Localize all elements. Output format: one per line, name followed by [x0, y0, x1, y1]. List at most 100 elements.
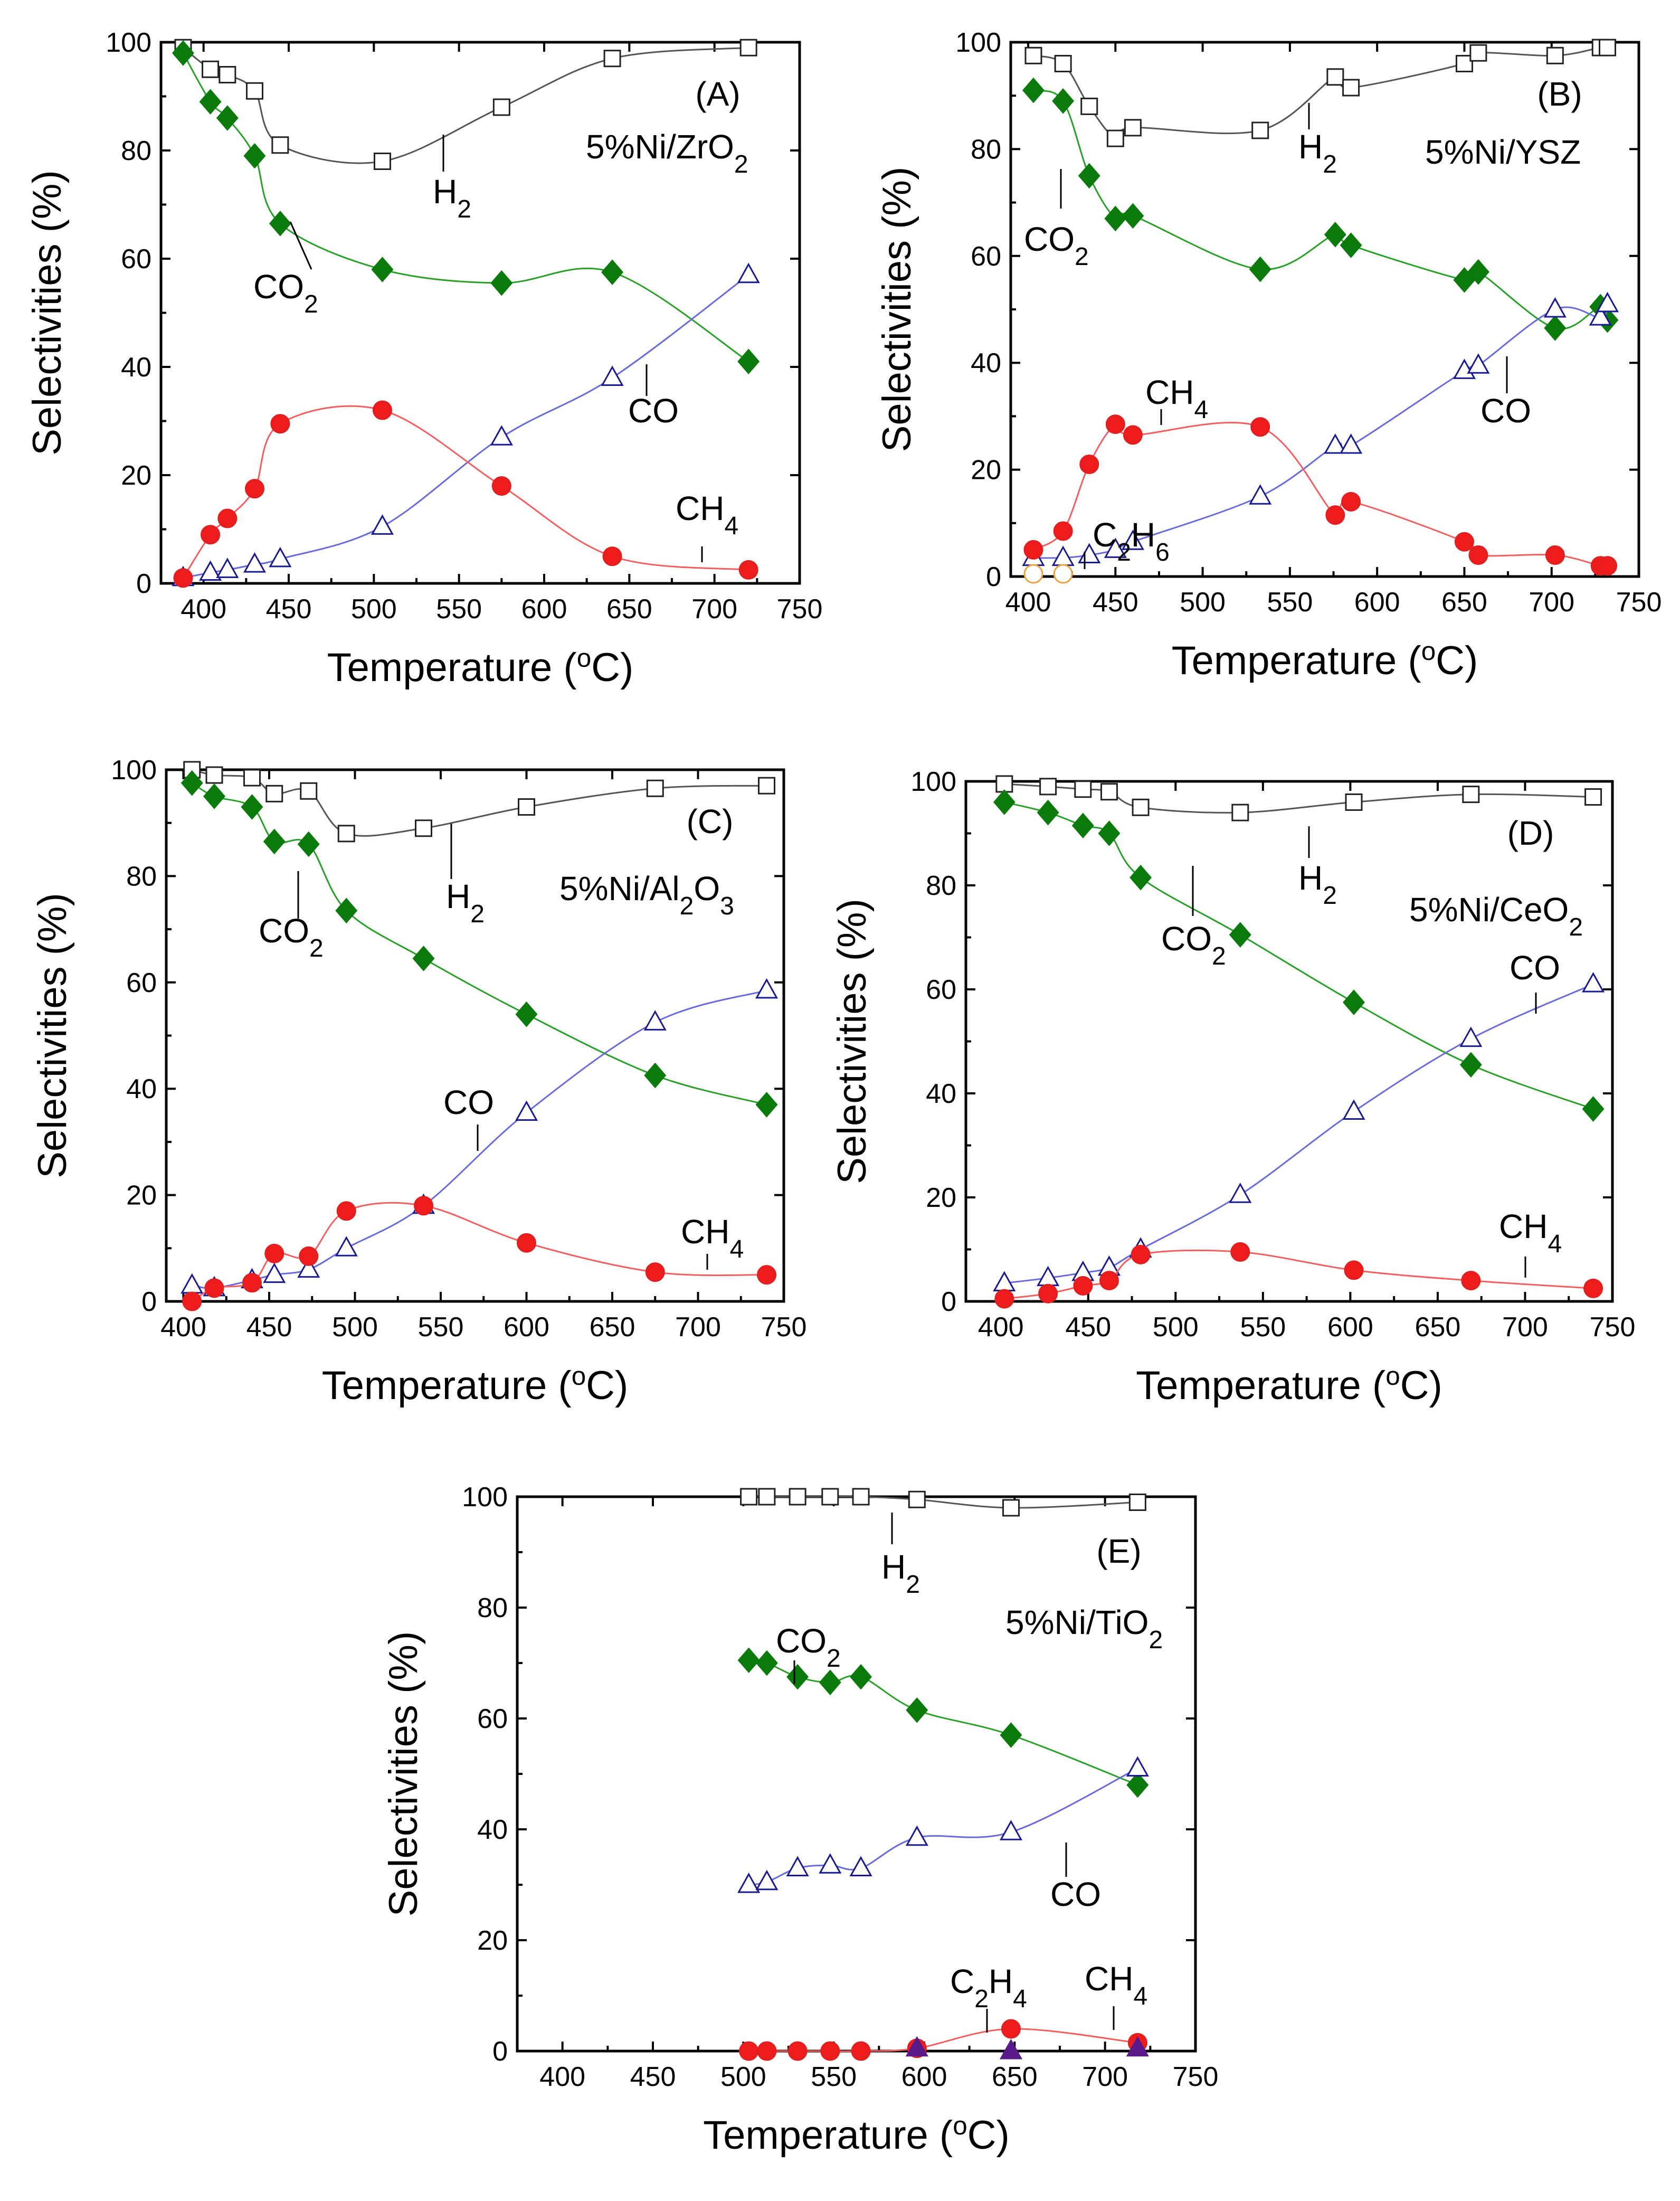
data-point-ch4 — [1105, 414, 1125, 434]
data-point-h2 — [821, 1488, 839, 1506]
x-tick-label: 600 — [521, 594, 567, 625]
data-point-h2 — [1584, 788, 1602, 806]
data-point-co — [515, 1100, 538, 1121]
catalyst-label: 5%Ni/YSZ — [1425, 133, 1581, 171]
data-point-ch4 — [201, 525, 221, 545]
data-point-co2 — [1022, 77, 1045, 103]
data-point-co2 — [216, 105, 239, 131]
series-label-c2h6: C2H6 — [1093, 516, 1170, 566]
series-label-h2: H2 — [1298, 859, 1337, 910]
series-line-ch4 — [182, 405, 749, 579]
x-tick-label: 600 — [1327, 1312, 1373, 1343]
data-point-co — [490, 425, 513, 446]
data-point-c2h4 — [1126, 2036, 1149, 2057]
y-tick-label: 20 — [121, 460, 151, 491]
y-tick-label: 60 — [926, 975, 956, 1005]
data-point-co — [849, 1856, 872, 1876]
data-point-h2 — [740, 1488, 758, 1506]
x-tick-label: 650 — [992, 2062, 1038, 2092]
data-point-co2 — [1037, 799, 1059, 826]
series-ch4 — [1023, 414, 1617, 576]
y-tick-label: 20 — [126, 1180, 157, 1211]
data-point-ch4 — [244, 479, 264, 499]
series-line-h2 — [192, 769, 767, 837]
data-point-h2 — [1128, 1494, 1146, 1511]
y-tick-label: 60 — [121, 244, 151, 275]
data-point-co — [269, 546, 292, 568]
data-point-ch4 — [1079, 454, 1099, 474]
series-label-h2: H2 — [1298, 128, 1337, 178]
data-point-co — [335, 1236, 358, 1257]
data-point-co2 — [1122, 203, 1144, 229]
data-point-ch4 — [1001, 2019, 1021, 2039]
x-tick-label: 450 — [630, 2062, 676, 2092]
data-point-h2 — [492, 98, 510, 116]
series-line-ch4 — [1004, 1249, 1593, 1300]
data-point-co — [1229, 1183, 1252, 1203]
panel-label: (B) — [1537, 75, 1582, 113]
x-tick-label: 650 — [606, 594, 652, 625]
data-point-co — [1467, 353, 1490, 374]
data-point-h2 — [1002, 1499, 1020, 1517]
y-tick-label: 60 — [477, 1704, 508, 1734]
data-point-ch4 — [173, 568, 193, 588]
x-tick-label: 400 — [160, 1312, 206, 1343]
data-point-co2 — [1340, 232, 1362, 258]
catalyst-label: 5%Ni/ZrO2 — [586, 128, 748, 178]
data-point-ch4 — [787, 2041, 808, 2061]
data-point-h2 — [202, 60, 220, 78]
data-point-ch4 — [1454, 532, 1474, 552]
series-label-h2: H2 — [881, 1548, 920, 1599]
series-ch4 — [182, 1196, 776, 1311]
data-point-co2 — [203, 783, 225, 809]
y-tick-label: 80 — [971, 134, 1001, 165]
data-point-h2 — [1342, 79, 1360, 97]
data-point-co — [1249, 484, 1272, 505]
data-point-ch4 — [336, 1201, 356, 1221]
y-tick-label: 80 — [926, 871, 956, 901]
series-ch4 — [994, 1242, 1603, 1309]
data-point-co — [181, 1273, 204, 1294]
series-label-co2: CO2 — [776, 1622, 841, 1673]
y-tick-label: 100 — [955, 27, 1001, 58]
data-point-h2 — [415, 819, 432, 837]
series-ch4 — [173, 400, 758, 588]
x-tick-label: 500 — [351, 594, 397, 625]
panel-label: (C) — [687, 802, 734, 840]
series-label-ch4: CH4 — [1145, 373, 1208, 424]
x-tick-label: 750 — [761, 1312, 807, 1343]
y-tick-label: 20 — [477, 1925, 508, 1956]
data-point-h2 — [1124, 119, 1142, 137]
data-point-co2 — [1582, 1096, 1605, 1122]
y-tick-label: 100 — [106, 27, 151, 58]
data-point-h2 — [1074, 780, 1092, 798]
data-point-co — [1589, 305, 1612, 326]
data-point-co2 — [515, 1001, 538, 1027]
data-point-co2 — [181, 770, 203, 796]
series-label-h2: H2 — [446, 877, 485, 928]
data-point-co2 — [737, 348, 760, 375]
data-point-co2 — [371, 257, 394, 282]
data-point-co2 — [241, 794, 263, 820]
data-point-ch4 — [182, 1291, 202, 1311]
data-point-co — [1596, 291, 1619, 313]
data-point-co — [1051, 545, 1075, 566]
data-point-ch4 — [851, 2041, 871, 2061]
panel-label: (E) — [1096, 1532, 1141, 1570]
chart-panel-c: 400 450 500 550 600 650 700 750 0 20 40 60 80 100 Temp… — [30, 755, 806, 1408]
series-label-co2: CO2 — [253, 268, 318, 318]
x-tick-label: 550 — [1240, 1312, 1286, 1343]
data-point-co — [786, 1856, 809, 1876]
x-tick-label: 700 — [675, 1312, 721, 1343]
data-point-ch4 — [1230, 1242, 1250, 1262]
x-tick-label: 400 — [181, 594, 226, 625]
data-point-co2 — [1249, 256, 1271, 282]
series-line-h2 — [748, 1496, 1138, 1509]
x-tick-label: 550 — [436, 594, 482, 625]
data-point-co — [1126, 1756, 1149, 1777]
series-co — [737, 1756, 1149, 1893]
series-co2 — [737, 1647, 1149, 1798]
data-point-ch4 — [1344, 1260, 1364, 1280]
y-tick-label: 0 — [941, 1287, 956, 1317]
